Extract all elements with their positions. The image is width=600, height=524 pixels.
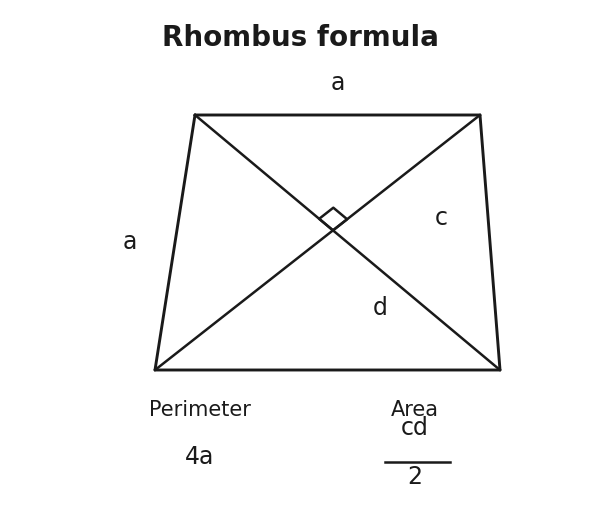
Text: d: d (373, 296, 388, 320)
Text: 2: 2 (407, 465, 422, 489)
Text: 4a: 4a (185, 445, 215, 469)
Text: c: c (435, 206, 448, 230)
Text: Rhombus formula: Rhombus formula (161, 24, 439, 52)
Text: Perimeter: Perimeter (149, 400, 251, 420)
Text: a: a (331, 71, 345, 95)
Text: a: a (123, 230, 137, 254)
Text: cd: cd (401, 416, 429, 440)
Text: Area: Area (391, 400, 439, 420)
